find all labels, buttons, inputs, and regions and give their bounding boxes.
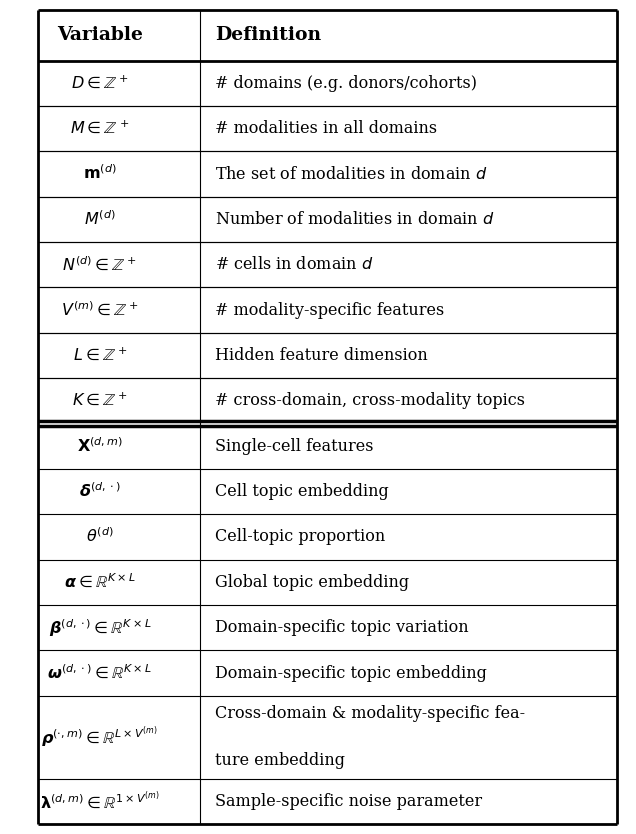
Text: # cells in domain $d$: # cells in domain $d$ xyxy=(215,256,373,274)
Text: Single-cell features: Single-cell features xyxy=(215,438,373,455)
Text: Cell-topic proportion: Cell-topic proportion xyxy=(215,529,385,545)
Text: $\boldsymbol{\delta}^{(d,\cdot)}$: $\boldsymbol{\delta}^{(d,\cdot)}$ xyxy=(79,482,121,501)
Text: $L \in \mathbb{Z}^+$: $L \in \mathbb{Z}^+$ xyxy=(73,347,127,364)
Text: $\mathbf{X}^{(d,m)}$: $\mathbf{X}^{(d,m)}$ xyxy=(77,437,123,455)
Text: $\boldsymbol{\beta}^{(d,\cdot)} \in \mathbb{R}^{K\times L}$: $\boldsymbol{\beta}^{(d,\cdot)} \in \mat… xyxy=(48,617,151,639)
Text: # domains (e.g. donors/cohorts): # domains (e.g. donors/cohorts) xyxy=(215,75,477,92)
Text: $K \in \mathbb{Z}^+$: $K \in \mathbb{Z}^+$ xyxy=(72,392,128,409)
Text: $M \in \mathbb{Z}^+$: $M \in \mathbb{Z}^+$ xyxy=(70,120,130,137)
Text: $\boldsymbol{\lambda}^{(d,m)} \in \mathbb{R}^{1\times V^{(m)}}$: $\boldsymbol{\lambda}^{(d,m)} \in \mathb… xyxy=(40,791,160,812)
Text: $M^{(d)}$: $M^{(d)}$ xyxy=(84,210,116,229)
Text: # modality-specific features: # modality-specific features xyxy=(215,302,444,319)
Text: ture embedding: ture embedding xyxy=(215,752,345,769)
Text: Variable: Variable xyxy=(57,27,143,44)
Text: $\theta^{(d)}$: $\theta^{(d)}$ xyxy=(86,528,114,546)
Text: $\mathbf{m}^{(d)}$: $\mathbf{m}^{(d)}$ xyxy=(83,164,117,183)
Text: Sample-specific noise parameter: Sample-specific noise parameter xyxy=(215,793,482,810)
Text: $\boldsymbol{\omega}^{(d,\cdot)} \in \mathbb{R}^{K\times L}$: $\boldsymbol{\omega}^{(d,\cdot)} \in \ma… xyxy=(48,664,152,682)
Text: # modalities in all domains: # modalities in all domains xyxy=(215,120,437,137)
Text: Domain-specific topic embedding: Domain-specific topic embedding xyxy=(215,665,487,681)
Text: # cross-domain, cross-modality topics: # cross-domain, cross-modality topics xyxy=(215,392,525,409)
Text: $N^{(d)} \in \mathbb{Z}^+$: $N^{(d)} \in \mathbb{Z}^+$ xyxy=(62,256,137,274)
Text: Domain-specific topic variation: Domain-specific topic variation xyxy=(215,619,469,636)
Text: Cell topic embedding: Cell topic embedding xyxy=(215,483,389,500)
Text: Number of modalities in domain $d$: Number of modalities in domain $d$ xyxy=(215,211,495,228)
Text: $V^{(m)} \in \mathbb{Z}^+$: $V^{(m)} \in \mathbb{Z}^+$ xyxy=(61,301,139,319)
Text: The set of modalities in domain $d$: The set of modalities in domain $d$ xyxy=(215,165,487,183)
Text: $\boldsymbol{\rho}^{(\cdot,m)} \in \mathbb{R}^{L\times V^{(m)}}$: $\boldsymbol{\rho}^{(\cdot,m)} \in \math… xyxy=(41,724,158,750)
Text: Hidden feature dimension: Hidden feature dimension xyxy=(215,347,428,364)
Text: Cross-domain & modality-specific fea-: Cross-domain & modality-specific fea- xyxy=(215,706,525,722)
Text: $\boldsymbol{\alpha} \in \mathbb{R}^{K\times L}$: $\boldsymbol{\alpha} \in \mathbb{R}^{K\t… xyxy=(64,573,135,591)
Text: Global topic embedding: Global topic embedding xyxy=(215,574,409,590)
Text: Definition: Definition xyxy=(215,27,321,44)
Text: $D \in \mathbb{Z}^+$: $D \in \mathbb{Z}^+$ xyxy=(71,75,129,92)
